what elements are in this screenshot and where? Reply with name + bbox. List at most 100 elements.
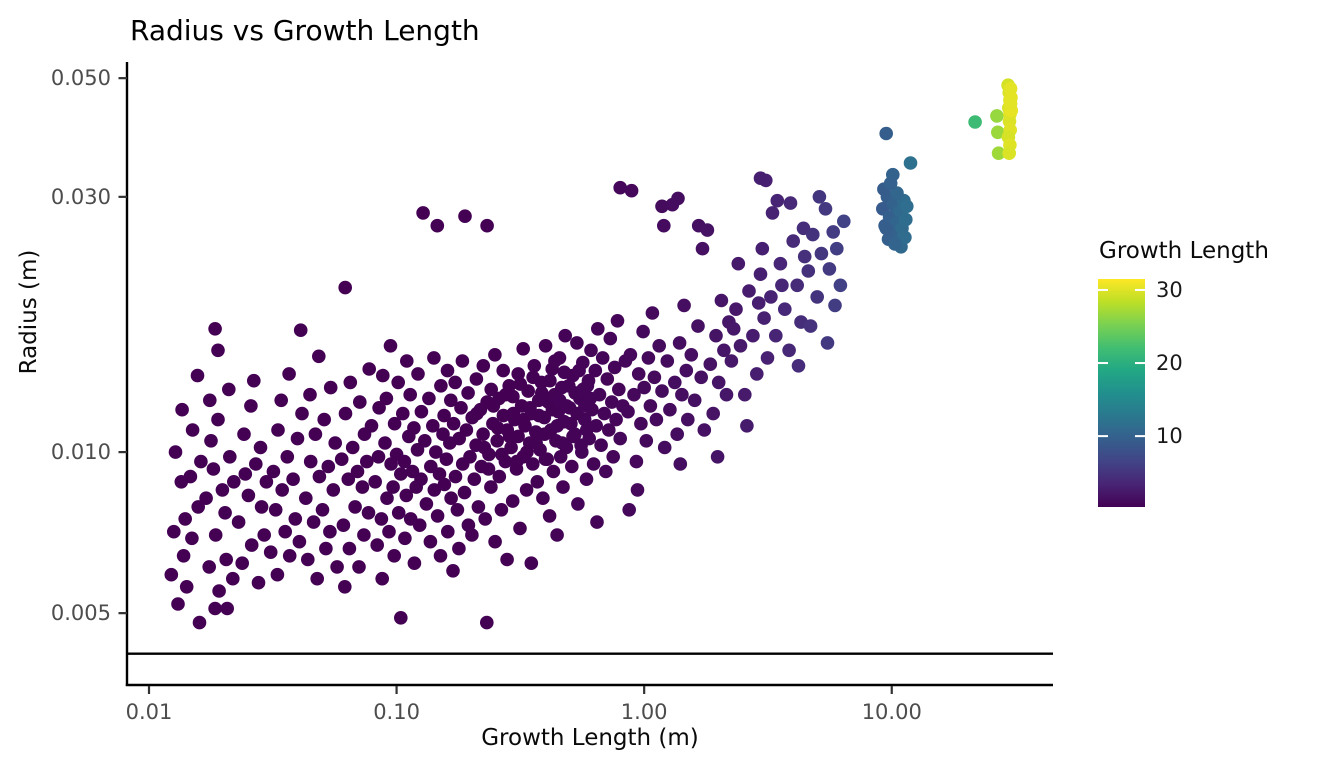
data-point <box>672 336 687 350</box>
data-point <box>414 404 429 419</box>
data-point <box>519 483 534 497</box>
y-axis-title: Radius (m) <box>16 250 42 375</box>
data-point <box>559 399 574 413</box>
data-point <box>548 354 562 368</box>
data-point <box>529 436 543 450</box>
data-point <box>536 491 550 506</box>
data-point <box>383 339 398 353</box>
data-point <box>786 234 800 248</box>
data-point <box>647 370 662 385</box>
data-point <box>439 452 454 467</box>
data-point <box>822 262 837 276</box>
data-point <box>345 440 360 455</box>
data-point <box>583 391 598 406</box>
data-point <box>703 357 718 372</box>
data-point <box>663 402 677 417</box>
data-point <box>334 452 349 467</box>
data-point <box>606 450 620 464</box>
data-point <box>176 549 191 563</box>
data-point <box>378 436 392 450</box>
data-point <box>760 351 775 365</box>
data-point <box>900 199 914 214</box>
y-tick-label: 0.030 <box>51 185 111 209</box>
data-point <box>226 571 240 586</box>
data-point <box>714 293 729 308</box>
data-point <box>597 406 612 421</box>
data-point <box>765 206 780 220</box>
data-point <box>168 445 183 459</box>
data-point <box>457 485 472 500</box>
data-point <box>171 597 185 611</box>
data-point <box>414 472 428 487</box>
data-point <box>526 457 540 471</box>
data-point <box>319 541 333 556</box>
data-point <box>833 278 848 293</box>
data-point <box>410 443 425 457</box>
data-point <box>218 506 232 520</box>
data-point <box>467 472 482 487</box>
data-point <box>574 438 588 453</box>
data-point <box>422 391 436 406</box>
data-point <box>797 249 812 264</box>
data-point <box>368 475 383 489</box>
data-point <box>426 419 440 433</box>
data-point <box>427 483 442 497</box>
data-point <box>394 467 408 481</box>
data-point <box>477 440 492 455</box>
data-point <box>629 454 644 469</box>
data-point <box>600 372 615 386</box>
data-point <box>375 571 390 586</box>
data-point <box>423 534 438 549</box>
colorbar-tick-label: 30 <box>1156 278 1183 302</box>
data-point <box>1003 96 1018 111</box>
data-point <box>338 580 352 594</box>
data-point <box>222 382 236 397</box>
data-point <box>391 506 406 520</box>
data-point <box>724 354 739 368</box>
data-point <box>595 351 610 365</box>
data-point <box>183 469 198 484</box>
data-point <box>506 406 521 421</box>
y-tick-label: 0.050 <box>51 66 111 90</box>
data-point <box>444 491 458 506</box>
data-point <box>655 199 669 214</box>
x-tick-label: 0.10 <box>373 700 420 724</box>
data-point <box>738 387 752 402</box>
data-point <box>286 472 300 487</box>
data-point <box>208 528 223 542</box>
data-point <box>352 560 366 574</box>
axes: 0.01 0.10 1.00 10.00 0.050 0.030 0.010 0.005 <box>51 62 1053 724</box>
data-point <box>751 296 766 310</box>
data-point <box>441 524 455 539</box>
data-point <box>535 386 549 400</box>
data-point <box>411 367 425 381</box>
data-point <box>202 560 216 574</box>
data-point <box>550 419 565 433</box>
data-point <box>211 412 225 427</box>
data-point <box>655 384 669 398</box>
data-point <box>458 209 472 223</box>
data-point <box>671 191 685 206</box>
data-point <box>883 176 898 191</box>
data-point <box>810 290 824 304</box>
data-point <box>274 393 289 408</box>
data-point <box>463 450 477 464</box>
data-point <box>206 462 221 476</box>
data-point <box>769 328 783 343</box>
data-point <box>164 567 179 582</box>
y-tick-label: 0.010 <box>51 440 111 464</box>
data-point <box>241 488 256 503</box>
data-point <box>679 363 694 378</box>
data-point <box>271 423 285 437</box>
data-point <box>178 512 192 526</box>
data-point <box>461 386 475 400</box>
data-point <box>459 423 474 437</box>
data-point <box>478 512 493 526</box>
data-point <box>407 421 421 435</box>
data-point <box>446 564 460 578</box>
data-point <box>427 351 441 365</box>
data-point <box>639 434 654 448</box>
data-point <box>594 438 608 453</box>
data-point <box>700 223 715 237</box>
